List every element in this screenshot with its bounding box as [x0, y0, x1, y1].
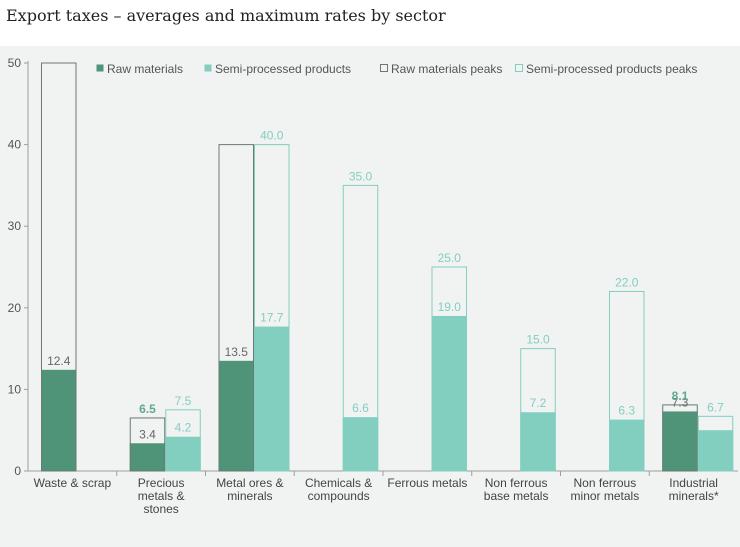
- legend-swatch-semi-peaks: [515, 64, 523, 72]
- x-category-label: Waste & scrap: [34, 476, 112, 490]
- legend-swatch-semi: [204, 64, 212, 72]
- bar-semi-processed: [165, 436, 201, 471]
- y-tick-label: 0: [14, 464, 21, 478]
- legend-swatch-raw-peaks: [380, 64, 388, 72]
- x-category-label: Industrial: [669, 476, 718, 490]
- x-category-label: Precious: [138, 476, 185, 490]
- data-label-semi-processed-peak: 7.5: [175, 394, 192, 408]
- bar-semi-processed: [520, 412, 556, 471]
- x-category-label: base metals: [484, 489, 549, 503]
- bar-semi-processed: [431, 315, 467, 471]
- legend-label: Semi-processed products: [215, 62, 351, 76]
- y-tick-label: 20: [8, 301, 22, 315]
- y-tick-label: 10: [8, 382, 22, 396]
- x-category-label: minerals: [227, 489, 272, 503]
- data-label-semi-processed-peak: 22.0: [615, 275, 639, 289]
- data-label-semi-processed: 7.2: [530, 396, 547, 410]
- bar-semi-processed: [254, 326, 290, 471]
- data-label-raw-materials: 3.4: [139, 427, 156, 441]
- bar-raw-materials-peak: [41, 62, 77, 472]
- data-label-semi-processed: 4.2: [175, 421, 192, 435]
- data-label-raw-materials: 13.5: [225, 345, 249, 359]
- x-category-label: minor metals: [571, 489, 640, 503]
- y-tick-label: 40: [8, 138, 22, 152]
- bar-raw-materials: [662, 411, 698, 471]
- x-category-label: stones: [143, 502, 178, 516]
- bar-raw-materials-peak: [218, 144, 254, 472]
- x-category-label: Non ferrous: [574, 476, 637, 490]
- x-category-label: compounds: [308, 489, 370, 503]
- x-category-label: minerals*: [669, 489, 719, 503]
- y-tick-label: 50: [8, 56, 22, 70]
- data-label-semi-processed: 6.3: [618, 404, 635, 418]
- data-label-semi-processed: 6.6: [352, 401, 369, 415]
- chart-title: Export taxes – averages and maximum rate…: [6, 6, 446, 25]
- bar-semi-processed-peak: [520, 348, 556, 472]
- data-label-semi-processed: 19.0: [438, 300, 462, 314]
- data-label-semi-processed-peak: 35.0: [349, 169, 373, 183]
- bar-raw-materials: [218, 360, 254, 471]
- bar-raw-materials: [129, 443, 166, 471]
- x-category-label: Non ferrous: [485, 476, 548, 490]
- legend-label: Raw materials peaks: [391, 62, 502, 76]
- chart-panel: 0 10 20 30 40 50 12.4 Waste & scrap 3.4 4.2 6.5 7.5…: [0, 46, 740, 547]
- data-label-semi-processed-peak: 40.0: [260, 129, 284, 143]
- bar-semi-processed-peak: [165, 409, 201, 472]
- bar-semi-processed-peak: [431, 266, 467, 472]
- bar-semi-processed-peak: [697, 415, 734, 472]
- bar-raw-materials-peak: [662, 404, 698, 472]
- x-category-label: Metal ores &: [216, 476, 283, 490]
- data-label-raw-materials-peak: 6.5: [139, 402, 156, 416]
- bar-semi-processed: [342, 417, 379, 471]
- bar-raw-materials: [41, 369, 77, 471]
- x-category-label: Ferrous metals: [387, 476, 467, 490]
- data-label-raw-materials: 7.3: [672, 395, 689, 409]
- data-label-semi-processed-peak: 15.0: [526, 333, 550, 347]
- data-label-semi-processed-peak: 6.7: [707, 400, 724, 414]
- data-label-semi-processed: 17.7: [260, 311, 284, 325]
- legend-label: Raw materials: [107, 62, 183, 76]
- bar-semi-processed-peak: [609, 290, 645, 472]
- bar-semi-processed-peak: [342, 184, 379, 472]
- x-category-label: Chemicals &: [305, 476, 372, 490]
- data-label-raw-materials-peak: 8.1: [672, 389, 689, 403]
- x-category-label: metals &: [138, 489, 185, 503]
- bar-semi-processed: [609, 419, 645, 471]
- y-tick-label: 30: [8, 219, 22, 233]
- bar-semi-processed-peak: [254, 144, 290, 472]
- bar-raw-materials-peak: [129, 417, 166, 472]
- data-label-semi-processed-peak: 25.0: [438, 251, 462, 265]
- data-label-raw-materials: 12.4: [47, 354, 71, 368]
- legend-label: Semi-processed products peaks: [526, 62, 697, 76]
- bar-semi-processed: [697, 430, 734, 471]
- bar-chart: 0 10 20 30 40 50 12.4 Waste & scrap 3.4 4.2 6.5 7.5…: [8, 56, 738, 516]
- legend-swatch-raw: [96, 64, 104, 72]
